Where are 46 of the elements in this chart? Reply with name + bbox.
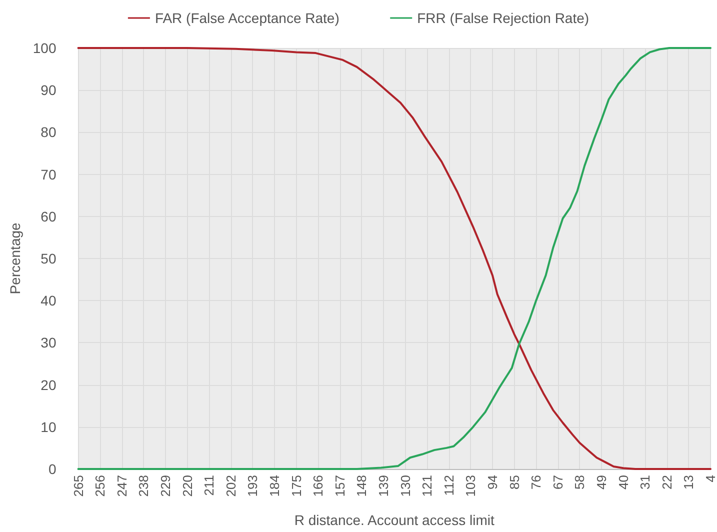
x-tick-label: 13: [681, 475, 696, 490]
x-tick-label: 247: [114, 475, 130, 497]
y-axis-title: Percentage: [7, 222, 23, 294]
y-tick-label: 20: [40, 376, 56, 393]
x-tick-label: 166: [310, 475, 326, 497]
x-tick-label: 238: [136, 475, 152, 497]
x-tick-label: 49: [594, 475, 609, 490]
x-tick-label: 202: [223, 475, 238, 497]
x-tick-label: 31: [638, 475, 653, 490]
x-tick-label: 22: [659, 475, 674, 490]
x-tick-label: 184: [266, 475, 282, 497]
x-tick-label: 67: [550, 475, 566, 490]
x-tick-label: 94: [484, 475, 500, 490]
x-axis-title: R distance. Account access limit: [294, 512, 494, 528]
x-tick-label: 220: [180, 475, 195, 497]
y-tick-label: 70: [40, 166, 56, 182]
x-tick-label: 139: [376, 475, 391, 497]
x-tick-label: 76: [528, 475, 544, 490]
y-tick-label: 30: [40, 334, 56, 351]
y-tick-label: 80: [40, 124, 56, 140]
x-tick-label: 211: [202, 475, 217, 496]
x-tick-label: 112: [441, 475, 456, 496]
y-tick-label: 60: [40, 208, 56, 224]
y-tick-label: 0: [48, 461, 56, 477]
y-tick-label: 50: [40, 250, 56, 266]
x-tick-label: 103: [463, 475, 478, 497]
y-tick-label: 40: [40, 292, 56, 309]
y-tick-label: 100: [32, 40, 56, 56]
legend-label: FRR (False Rejection Rate): [417, 10, 590, 26]
x-tick-label: 265: [70, 475, 86, 497]
y-tick-label: 90: [40, 82, 56, 98]
x-tick-label: 85: [506, 475, 522, 490]
x-tick-label: 148: [354, 475, 370, 497]
x-tick-label: 193: [245, 475, 260, 497]
x-tick-label: 58: [572, 475, 588, 490]
x-tick-label: 157: [332, 475, 348, 497]
x-tick-label: 40: [616, 475, 631, 490]
x-tick-label: 175: [288, 475, 304, 497]
x-tick-label: 121: [420, 475, 435, 497]
y-tick-label: 10: [40, 418, 56, 435]
legend-label: FAR (False Acceptance Rate): [154, 10, 340, 26]
x-tick-label: 4: [703, 475, 717, 482]
x-tick-label: 256: [92, 475, 108, 497]
line-series: [77, 47, 712, 470]
x-tick-label: 229: [158, 475, 173, 497]
x-tick-label: 130: [398, 475, 413, 497]
